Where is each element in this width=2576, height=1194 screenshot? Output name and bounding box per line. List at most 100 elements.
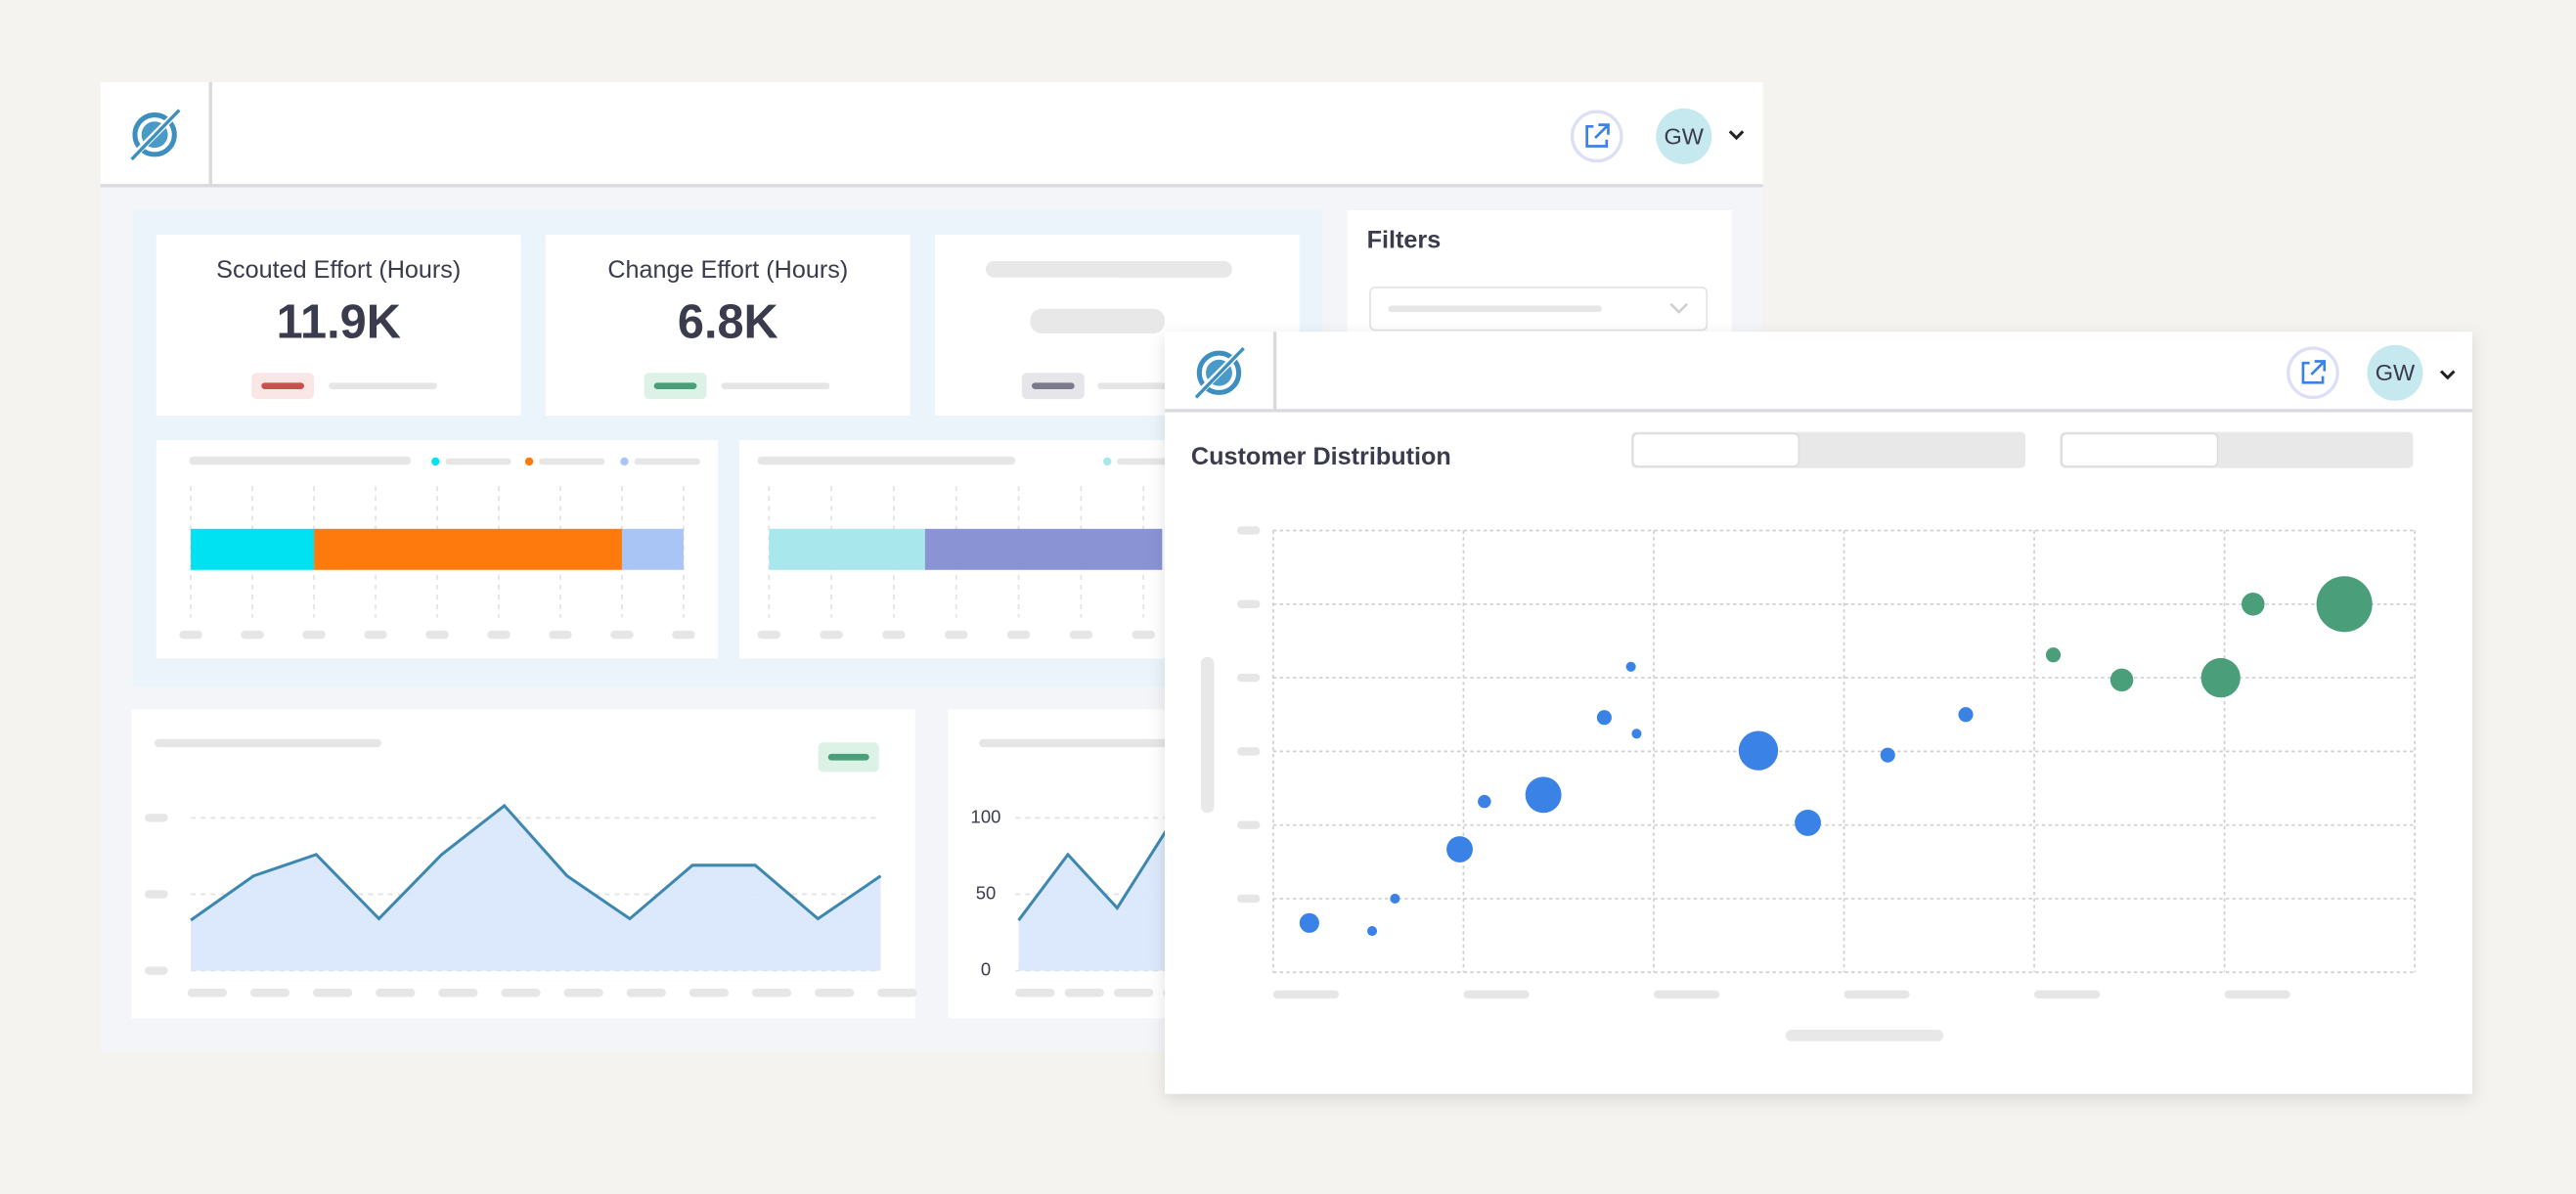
bubble — [1525, 776, 1562, 814]
placeholder — [376, 989, 416, 997]
share-button[interactable] — [2287, 346, 2339, 400]
placeholder — [757, 630, 781, 640]
badge-bar — [261, 382, 304, 390]
bubble — [1390, 893, 1400, 905]
kpi-label: Scouted Effort (Hours) — [216, 256, 461, 284]
logo[interactable] — [1193, 346, 1245, 399]
user-initials: GW — [2376, 360, 2416, 385]
kpi-value: 11.9K — [277, 295, 401, 348]
bubble — [1596, 710, 1612, 726]
placeholder — [1236, 673, 1261, 683]
bubble — [1625, 661, 1636, 672]
placeholder — [1064, 989, 1104, 997]
placeholder — [487, 630, 511, 640]
kpi-label: Change Effort (Hours) — [607, 256, 848, 284]
placeholder — [145, 814, 168, 822]
badge-bar — [653, 382, 697, 390]
placeholder — [1388, 305, 1602, 313]
line — [1017, 829, 1168, 921]
chart-title: Customer Distribution — [1191, 443, 1451, 470]
badge-bar — [827, 753, 869, 761]
placeholder — [329, 382, 438, 390]
bubble — [2200, 657, 2241, 698]
placeholder — [312, 989, 353, 997]
placeholder — [1069, 630, 1093, 640]
y-tick-label: 0 — [981, 958, 991, 979]
toggle-option[interactable] — [1631, 432, 1800, 467]
bubble — [1367, 926, 1378, 937]
placeholder — [877, 989, 917, 997]
line — [190, 803, 882, 922]
placeholder — [1236, 894, 1261, 904]
avatar[interactable] — [2367, 344, 2423, 401]
bubble — [2045, 647, 2062, 663]
placeholder — [626, 989, 666, 997]
placeholder — [155, 738, 381, 748]
bubble — [2316, 576, 2373, 633]
placeholder — [1006, 630, 1031, 640]
placeholder — [979, 738, 1207, 748]
axis-title-placeholder — [1785, 1030, 1944, 1041]
menu-chevron[interactable] — [1728, 130, 1745, 141]
bar-segment — [191, 528, 315, 570]
logo[interactable] — [129, 109, 181, 161]
placeholder — [2224, 990, 2290, 999]
y-tick-label: 50 — [976, 882, 997, 903]
bar-segment — [769, 528, 925, 570]
placeholder — [672, 630, 695, 640]
bar-segment — [924, 528, 1163, 570]
placeholder — [549, 630, 572, 640]
placeholder — [1463, 990, 1530, 999]
placeholder — [145, 966, 168, 975]
bubble — [1446, 836, 1473, 862]
placeholder — [688, 989, 730, 997]
placeholder — [757, 456, 1016, 465]
placeholder — [445, 458, 511, 465]
placeholder — [634, 458, 700, 465]
bubble — [2242, 593, 2265, 616]
legend-marker — [431, 457, 440, 466]
filters-title: Filters — [1367, 227, 1442, 254]
placeholder — [1113, 989, 1154, 997]
user-initials: GW — [1665, 123, 1705, 149]
placeholder — [1236, 820, 1261, 829]
placeholder — [241, 630, 264, 640]
placeholder — [1015, 989, 1055, 997]
y-tick-label: 100 — [971, 806, 1001, 826]
legend-marker — [620, 457, 629, 466]
placeholder — [2034, 990, 2101, 999]
placeholder — [501, 989, 541, 997]
placeholder — [179, 630, 202, 640]
legend-marker — [1103, 457, 1112, 466]
avatar[interactable] — [1656, 108, 1712, 164]
bubble — [1478, 794, 1491, 809]
placeholder — [189, 456, 412, 465]
placeholder — [820, 630, 843, 640]
placeholder — [539, 458, 605, 465]
bubble — [1795, 809, 1821, 836]
placeholder — [814, 989, 855, 997]
placeholder — [1236, 599, 1261, 608]
bubble — [1299, 912, 1319, 933]
placeholder — [1132, 630, 1155, 640]
bubble — [1738, 730, 1779, 771]
placeholder — [563, 989, 603, 997]
placeholder — [249, 989, 290, 997]
bar-segment — [621, 528, 684, 570]
menu-chevron[interactable] — [2439, 370, 2456, 380]
area-fill — [1018, 829, 1167, 971]
toggle-option[interactable] — [2061, 432, 2219, 467]
bubble — [2110, 668, 2134, 692]
kpi-value: 6.8K — [678, 295, 778, 348]
share-button[interactable] — [1570, 110, 1623, 163]
placeholder — [1236, 747, 1261, 756]
placeholder — [882, 630, 906, 640]
popup-window: GW Customer Distribution — [1165, 332, 2472, 1094]
placeholder — [1236, 526, 1261, 535]
header — [100, 81, 1763, 186]
placeholder — [721, 382, 830, 390]
placeholder — [1653, 990, 1720, 999]
placeholder — [302, 630, 326, 640]
placeholder — [944, 630, 968, 640]
placeholder — [1843, 990, 1910, 999]
